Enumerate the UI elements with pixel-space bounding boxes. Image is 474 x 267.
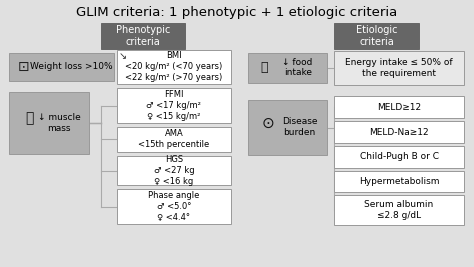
Text: Etiologic
criteria: Etiologic criteria [356,25,397,47]
Text: Child-Pugh B or C: Child-Pugh B or C [360,152,438,161]
Text: MELD≥12: MELD≥12 [377,103,421,112]
FancyBboxPatch shape [248,100,328,155]
FancyBboxPatch shape [117,50,231,84]
FancyBboxPatch shape [335,146,464,168]
FancyBboxPatch shape [117,189,231,224]
Text: Phenotypic
criteria: Phenotypic criteria [116,25,170,47]
Text: Weight loss >10%: Weight loss >10% [30,62,112,71]
FancyBboxPatch shape [101,23,185,49]
FancyBboxPatch shape [117,156,231,186]
Text: 🍴: 🍴 [260,61,268,74]
Text: ⊙: ⊙ [262,116,274,131]
FancyBboxPatch shape [335,96,464,118]
Text: ↘: ↘ [118,51,127,61]
FancyBboxPatch shape [248,53,328,83]
FancyBboxPatch shape [335,121,464,143]
Text: BMI
<20 kg/m² (<70 years)
<22 kg/m² (>70 years): BMI <20 kg/m² (<70 years) <22 kg/m² (>70… [125,51,222,82]
FancyBboxPatch shape [9,53,114,81]
FancyBboxPatch shape [335,51,464,85]
Text: HGS
♂ <27 kg
♀ <16 kg: HGS ♂ <27 kg ♀ <16 kg [154,155,194,186]
Text: 💪: 💪 [25,111,33,125]
FancyBboxPatch shape [335,195,464,225]
Text: ↓ muscle
mass: ↓ muscle mass [37,113,81,133]
FancyBboxPatch shape [117,127,231,152]
Text: ⊡: ⊡ [18,60,29,74]
Text: MELD-Na≥12: MELD-Na≥12 [369,128,429,136]
FancyBboxPatch shape [9,92,89,154]
Text: ↓ food
intake: ↓ food intake [283,58,313,77]
Text: Hypermetabolism: Hypermetabolism [359,177,439,186]
Text: Energy intake ≤ 50% of
the requirement: Energy intake ≤ 50% of the requirement [345,58,453,78]
Text: GLIM criteria: 1 phenotypic + 1 etiologic criteria: GLIM criteria: 1 phenotypic + 1 etiologi… [76,6,398,19]
FancyBboxPatch shape [335,171,464,193]
Text: Phase angle
♂ <5.0°
♀ <4.4°: Phase angle ♂ <5.0° ♀ <4.4° [148,191,200,222]
FancyBboxPatch shape [335,23,419,49]
Text: Disease
burden: Disease burden [282,117,318,137]
Text: Serum albumin
≤2.8 g/dL: Serum albumin ≤2.8 g/dL [365,200,434,220]
Text: FFMI
♂ <17 kg/m²
♀ <15 kg/m²: FFMI ♂ <17 kg/m² ♀ <15 kg/m² [146,90,201,121]
Text: AMA
<15th percentile: AMA <15th percentile [138,129,210,150]
FancyBboxPatch shape [117,88,231,123]
